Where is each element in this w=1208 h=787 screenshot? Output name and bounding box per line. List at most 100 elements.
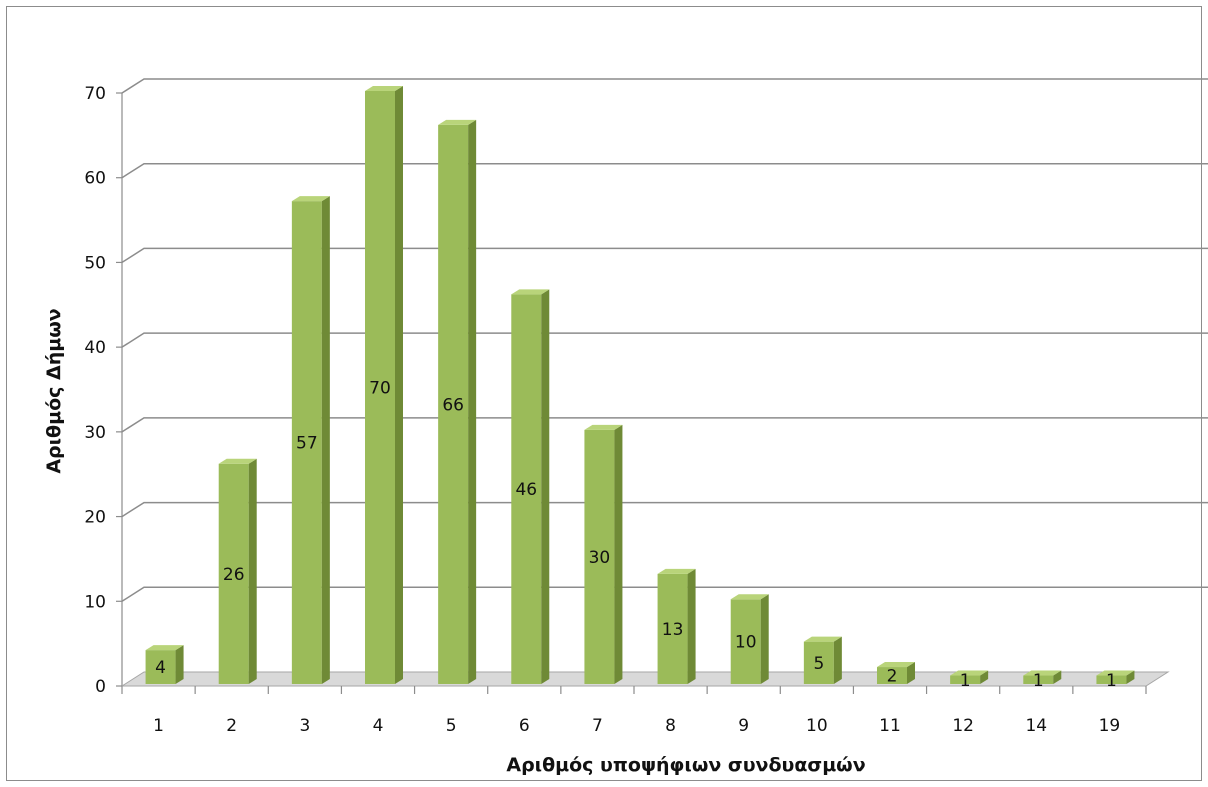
bar-side [980, 670, 989, 684]
bar-top [438, 119, 477, 125]
gridline [121, 78, 1208, 94]
x-axis-ticks: 1 2 3 4 5 6 7 8 9 10 11 12 14 19 [121, 686, 1147, 736]
bar [218, 458, 257, 684]
y-axis-title: Αριθμός Δήμων [43, 308, 65, 473]
x-tick-label: 19 [1099, 716, 1121, 736]
bar-top [145, 645, 184, 651]
bar-front [950, 675, 981, 684]
bar [365, 86, 403, 684]
data-label: 1 [1033, 671, 1044, 691]
data-label: 5 [813, 654, 824, 674]
x-tick-label: 2 [226, 716, 237, 736]
bar-top [365, 86, 403, 91]
data-label: 46 [515, 480, 537, 500]
x-tick-label: 8 [665, 716, 676, 736]
bar-side [395, 86, 403, 684]
bar-front [584, 429, 615, 684]
data-label: 10 [735, 633, 757, 653]
bars [145, 86, 1135, 684]
y-tick-label: 70 [84, 84, 106, 104]
gridline [121, 247, 1208, 264]
y-tick-label: 20 [84, 508, 106, 528]
x-tick-label: 9 [738, 716, 749, 736]
y-tick-label: 50 [84, 253, 106, 273]
y-tick-label: 40 [84, 338, 106, 358]
bar-front [877, 667, 907, 684]
bar-side [1053, 670, 1062, 684]
bar-side [541, 289, 550, 684]
bar-top [291, 196, 330, 202]
bar-front [365, 91, 395, 684]
bar [145, 645, 184, 684]
bar-side [248, 458, 257, 684]
gridline [121, 417, 1208, 433]
x-tick-label: 3 [299, 716, 310, 736]
bar-front [291, 201, 322, 684]
bar-side [614, 424, 623, 684]
data-label: 1 [960, 671, 971, 691]
bar-side [468, 119, 477, 684]
bar-side [321, 196, 330, 684]
bar [438, 119, 477, 684]
bar-top [1023, 670, 1062, 676]
bar-side [1126, 670, 1135, 684]
data-labels: 4 26 57 70 66 46 30 13 10 5 2 1 1 1 [155, 379, 1117, 691]
bar-top [877, 662, 915, 668]
data-label: 4 [155, 658, 166, 678]
bar-front [730, 599, 761, 684]
gridline [121, 162, 1208, 179]
bar [1023, 670, 1062, 684]
x-tick-label: 1 [153, 716, 164, 736]
bar [730, 594, 769, 684]
x-tick-label: 10 [806, 716, 828, 736]
bar-front [803, 641, 834, 684]
bar-top [1096, 670, 1135, 676]
x-tick-label: 11 [879, 716, 901, 736]
x-tick-label: 4 [373, 716, 384, 736]
y-tick-label: 60 [84, 169, 106, 189]
bar-front [218, 463, 249, 684]
bar-side [760, 594, 769, 684]
data-label: 57 [296, 434, 318, 454]
data-label: 30 [589, 548, 611, 568]
bar-top [950, 670, 989, 676]
x-tick-label: 7 [592, 716, 603, 736]
bar-side [687, 568, 696, 684]
bar-side [907, 662, 915, 684]
bar-front [438, 124, 469, 684]
bar-top [803, 636, 842, 642]
bar [803, 636, 842, 684]
data-label: 2 [887, 667, 898, 687]
data-label: 1 [1106, 671, 1117, 691]
bar-side [833, 636, 842, 684]
y-tick-label: 30 [84, 423, 106, 443]
y-axis-ticks: 0 10 20 30 40 50 60 70 [84, 84, 122, 697]
x-tick-label: 14 [1025, 716, 1047, 736]
bar [584, 424, 623, 684]
x-tick-label: 12 [952, 716, 974, 736]
bar-top [511, 289, 550, 295]
gridline [121, 332, 1208, 348]
bar-side [175, 645, 184, 684]
x-tick-label: 5 [446, 716, 457, 736]
bar [657, 568, 696, 684]
bar-front [1096, 675, 1127, 684]
gridline [121, 586, 1208, 602]
bar [511, 289, 550, 684]
bar-front [1023, 675, 1054, 684]
bar-top [657, 568, 696, 574]
bar-front [511, 294, 542, 684]
gridline [121, 501, 1208, 518]
y-tick-label: 0 [95, 677, 106, 697]
bar-top [730, 594, 769, 600]
data-label: 13 [662, 620, 684, 640]
bar-front [657, 573, 688, 684]
bar-top [218, 458, 257, 464]
data-label: 26 [223, 565, 245, 585]
y-tick-label: 10 [84, 592, 106, 612]
bar-top [584, 424, 623, 430]
bar [950, 670, 989, 684]
data-label: 66 [442, 395, 464, 415]
bar [291, 196, 330, 684]
